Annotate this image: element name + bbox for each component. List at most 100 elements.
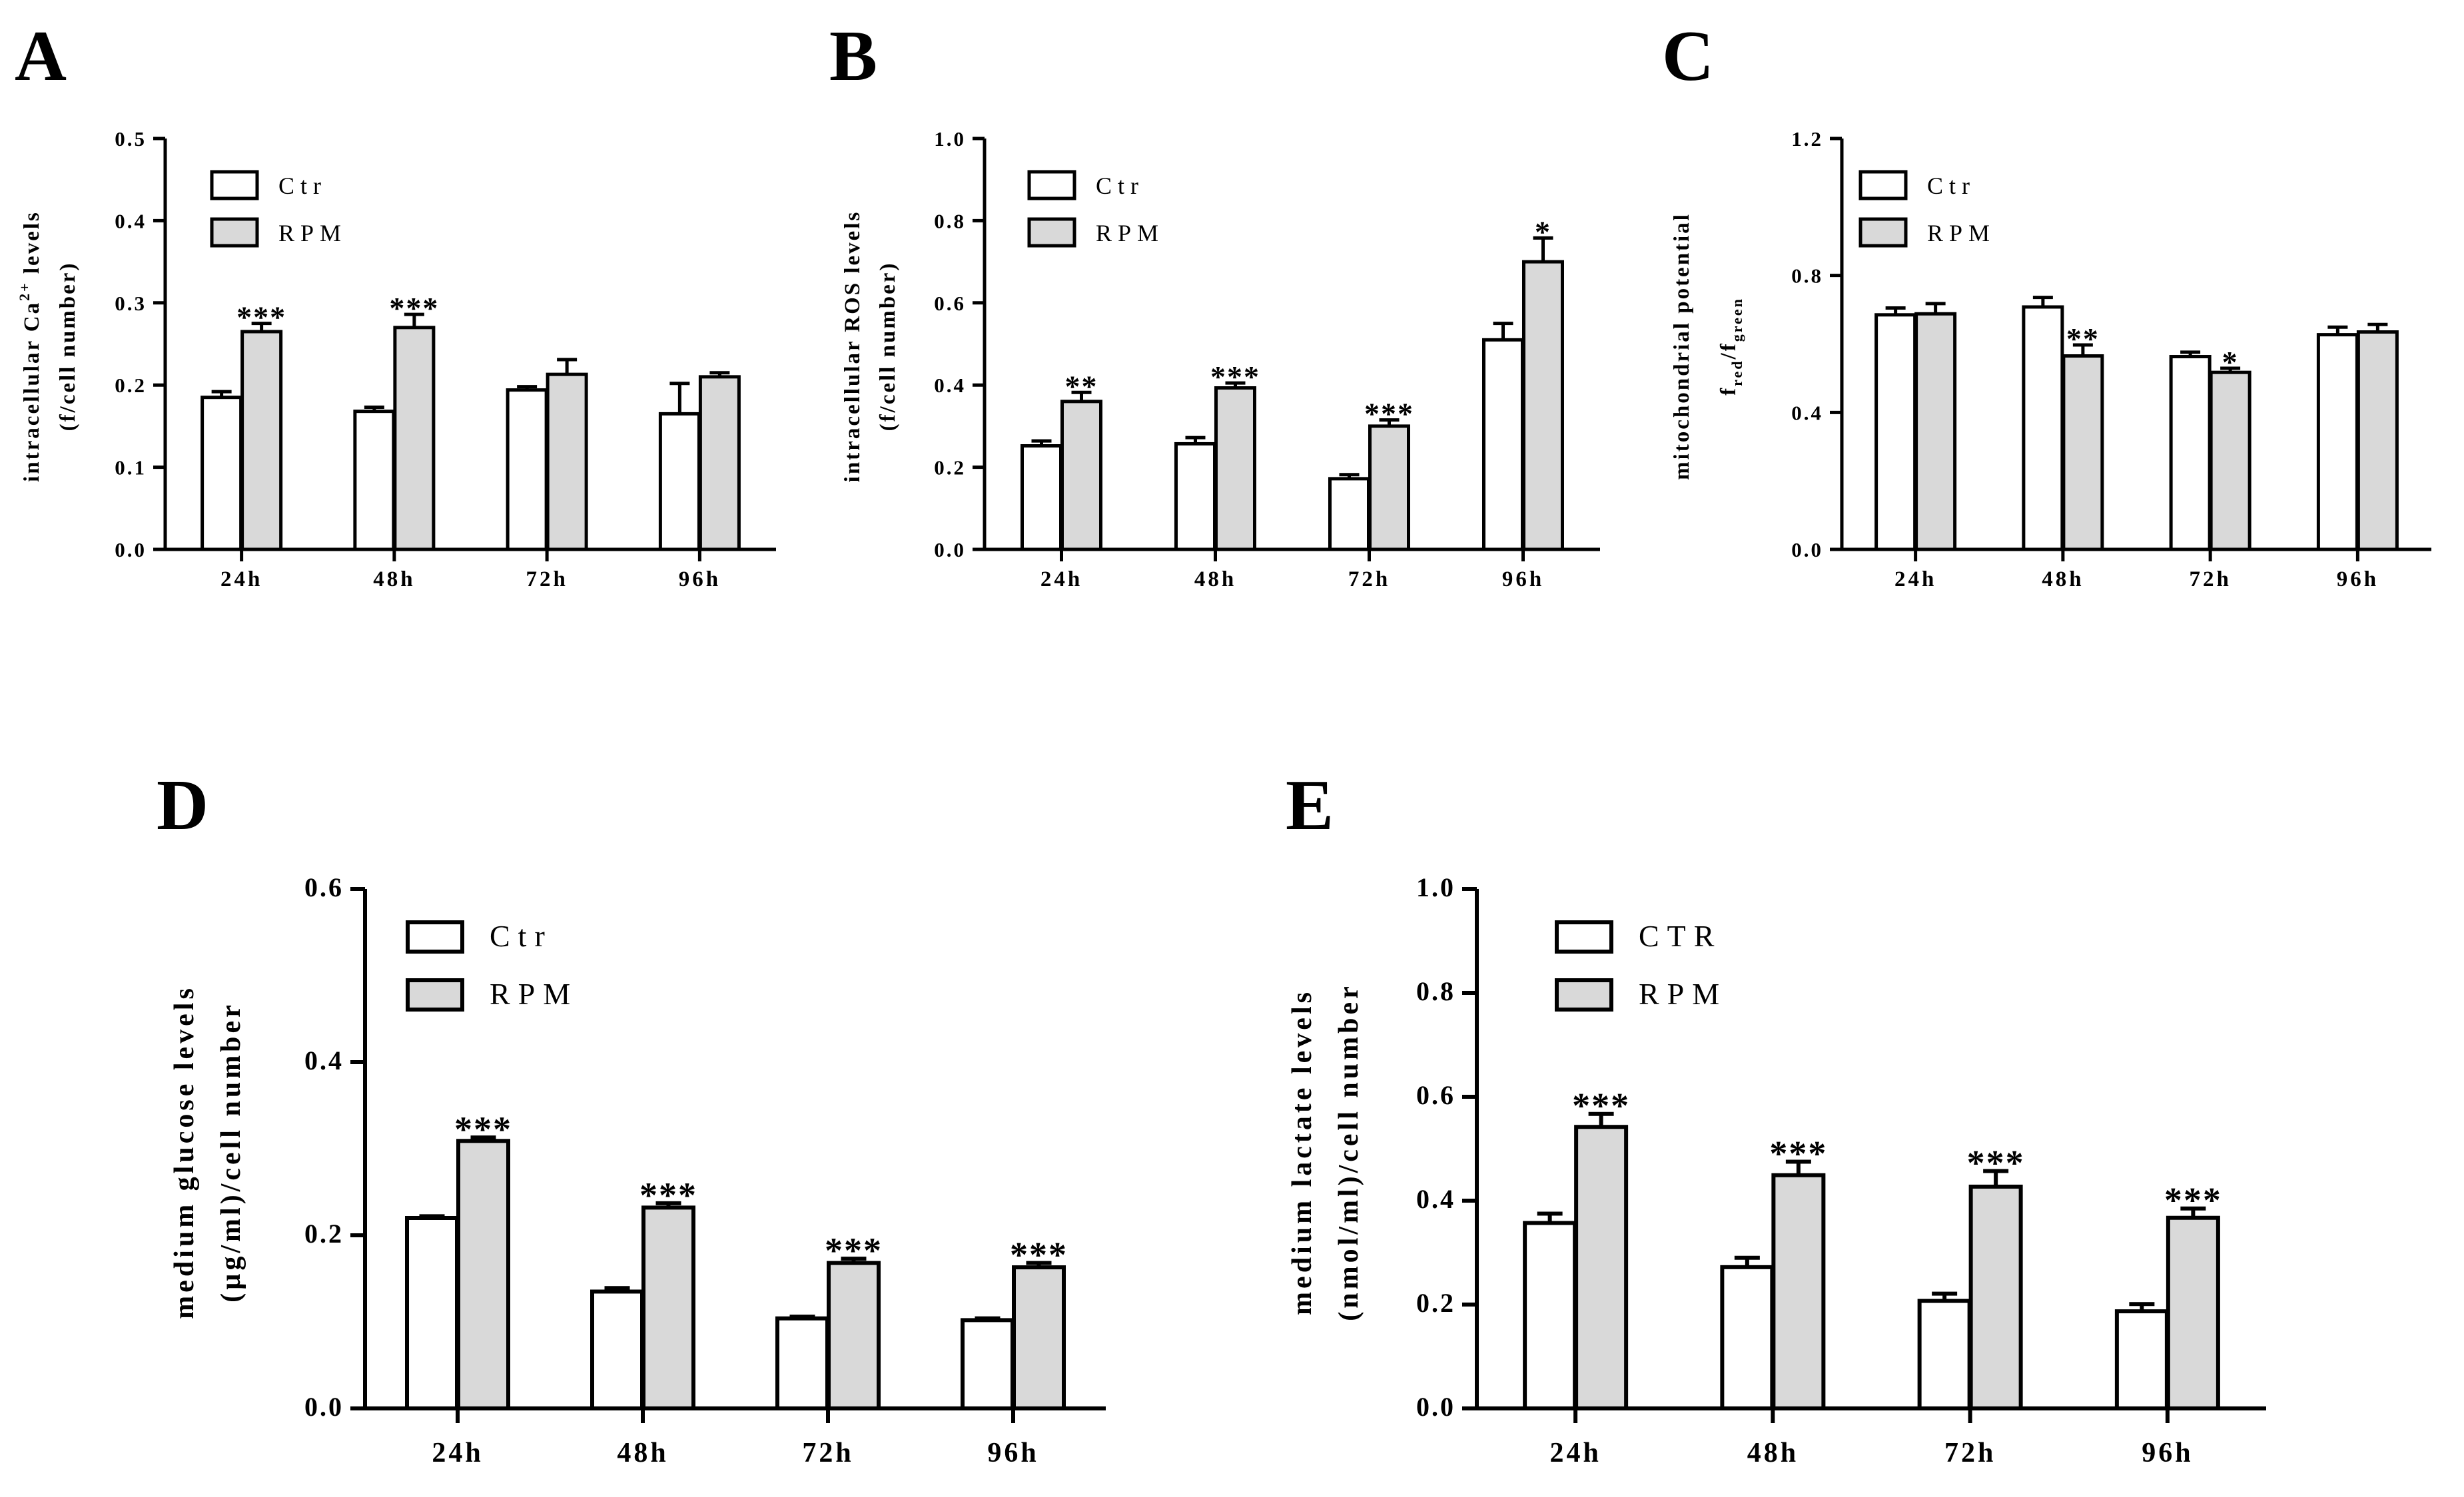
bar-d-ctr-96h	[961, 1318, 1015, 1411]
y-axis-label-d: medium glucose levels	[169, 985, 200, 1319]
legend-label-c-rpm: RPM	[1927, 220, 1996, 246]
y-axis-label-a: intracellular Ca2+ levels	[16, 210, 44, 482]
bar-a-ctr-72h	[506, 388, 548, 551]
bar-d-ctr-72h	[775, 1316, 829, 1411]
bar-e-ctr-72h	[1917, 1299, 1972, 1411]
significance-mark-e: ***	[1967, 1143, 2025, 1183]
x-tick-label-b-72h: 72h	[1348, 567, 1390, 591]
x-tick-label-c-24h: 24h	[1894, 567, 1936, 591]
bar-a-rpm-48h	[393, 326, 436, 551]
significance-mark-e: ***	[1572, 1086, 1630, 1126]
legend-label-d-ctr: Ctr	[490, 919, 553, 953]
y-axis-label-line2-b: (f/cell number)	[876, 262, 900, 432]
y-tick-label-a: 0.1	[115, 456, 147, 479]
x-tick-label-d-96h: 96h	[987, 1438, 1038, 1468]
bar-e-ctr-48h	[1720, 1265, 1775, 1410]
bar-e-rpm-72h	[1968, 1184, 2023, 1410]
legend-swatch-c-ctr	[1858, 170, 1908, 200]
y-tick-label-c: 0.8	[1791, 264, 1823, 288]
significance-mark-d: ***	[1010, 1235, 1068, 1275]
significance-mark-b: **	[1065, 369, 1098, 403]
bar-a-ctr-96h	[658, 412, 701, 551]
y-axis-label-b: intracellular ROS levels	[841, 210, 865, 483]
x-tick-label-a-96h: 96h	[679, 567, 721, 591]
x-tick-label-e-24h: 24h	[1549, 1438, 1601, 1468]
bar-e-ctr-24h	[1523, 1221, 1577, 1411]
y-tick-label-a: 0.3	[115, 292, 147, 315]
significance-mark-a: ***	[236, 300, 286, 334]
panel-c: C mitochondrial potential fred/fgreen 0.…	[1662, 17, 2431, 591]
panel-letter-a: A	[15, 17, 67, 96]
y-tick-label-b: 0.2	[934, 456, 966, 479]
bar-b-ctr-72h	[1328, 477, 1370, 551]
bar-b-rpm-96h	[1522, 260, 1564, 551]
bar-b-ctr-48h	[1174, 442, 1216, 551]
bar-e-rpm-24h	[1574, 1125, 1629, 1410]
bar-c-ctr-24h	[1874, 313, 1917, 551]
y-tick-label-e: 0.8	[1416, 976, 1455, 1006]
bar-a-rpm-72h	[546, 372, 588, 551]
panel-letter-e: E	[1286, 766, 1334, 845]
bar-d-ctr-24h	[405, 1216, 459, 1410]
bar-b-rpm-72h	[1368, 424, 1410, 551]
significance-mark-d: ***	[454, 1109, 512, 1149]
bar-a-rpm-96h	[698, 375, 741, 551]
panel-d: D medium glucose levels (µg/ml)/cell num…	[157, 766, 1106, 1468]
y-tick-label-a: 0.0	[115, 538, 147, 561]
bar-c-rpm-72h	[2209, 370, 2252, 551]
y-axis-label-line2-e: (nmol/ml)/cell number	[1334, 983, 1364, 1321]
significance-mark-e: ***	[2164, 1181, 2222, 1221]
y-tick-label-b: 0.4	[934, 374, 966, 397]
y-tick-label-d: 0.6	[304, 872, 344, 902]
bar-e-rpm-96h	[2166, 1215, 2220, 1410]
significance-mark-d: ***	[639, 1175, 697, 1215]
x-tick-label-c-96h: 96h	[2337, 567, 2379, 591]
y-tick-label-b: 0.0	[934, 538, 966, 561]
x-tick-label-e-96h: 96h	[2142, 1438, 2193, 1468]
bar-a-ctr-24h	[201, 396, 243, 551]
y-tick-label-e: 0.4	[1416, 1184, 1455, 1214]
x-tick-label-a-24h: 24h	[220, 567, 262, 591]
y-tick-label-b: 1.0	[934, 127, 966, 150]
y-axis-label-line2-c: fred/fgreen	[1717, 297, 1745, 396]
panel-letter-c: C	[1662, 17, 1714, 96]
y-axis-label-e: medium lactate levels	[1287, 989, 1318, 1315]
panel-e: E medium lactate levels (nmol/ml)/cell n…	[1286, 766, 2266, 1468]
bar-c-rpm-96h	[2356, 330, 2399, 551]
legend-swatch-b-rpm	[1027, 217, 1076, 248]
bar-d-rpm-96h	[1012, 1265, 1066, 1410]
y-tick-label-a: 0.2	[115, 374, 147, 397]
bar-b-ctr-96h	[1482, 338, 1524, 551]
x-tick-label-c-48h: 48h	[2042, 567, 2084, 591]
panel-a: A intracellular Ca2+ levels (f/cell numb…	[15, 17, 776, 591]
legend-swatch-d-rpm	[406, 978, 464, 1012]
y-tick-label-e: 1.0	[1416, 872, 1455, 902]
bar-b-ctr-24h	[1021, 444, 1062, 551]
legend-label-b-rpm: RPM	[1096, 220, 1164, 246]
legend-swatch-c-rpm	[1858, 217, 1908, 248]
bar-d-rpm-72h	[827, 1261, 881, 1410]
significance-mark-c: **	[2066, 322, 2100, 356]
legend-label-e-rpm: RPM	[1639, 977, 1727, 1011]
panel-letter-d: D	[157, 766, 208, 845]
legend-swatch-d-ctr	[406, 920, 464, 954]
plot-area-d: 0.0 0.2 0.4 0.6 24h 48h 72h 96h *** *** *** *** Ctr R…	[304, 872, 1106, 1468]
plot-area-e: 0.0 0.2 0.4 0.6 0.8 1.0 24h 48h 72h 96h *** *** *** *…	[1416, 872, 2266, 1468]
bar-c-ctr-48h	[2022, 305, 2064, 551]
x-tick-label-a-48h: 48h	[373, 567, 415, 591]
panel-letter-b: B	[829, 17, 877, 96]
legend-swatch-e-rpm	[1555, 978, 1613, 1012]
y-tick-label-d: 0.2	[304, 1219, 344, 1249]
x-tick-label-d-24h: 24h	[432, 1438, 483, 1468]
significance-mark-c: *	[2222, 345, 2239, 379]
x-tick-label-a-72h: 72h	[526, 567, 568, 591]
bar-d-rpm-48h	[641, 1205, 695, 1411]
y-tick-label-e: 0.2	[1416, 1288, 1455, 1318]
bar-b-rpm-24h	[1060, 400, 1102, 551]
legend-label-e-ctr: CTR	[1639, 919, 1722, 953]
bar-d-ctr-48h	[590, 1289, 644, 1410]
legend-label-a-ctr: Ctr	[278, 172, 327, 199]
y-tick-label-e: 0.0	[1416, 1392, 1455, 1422]
